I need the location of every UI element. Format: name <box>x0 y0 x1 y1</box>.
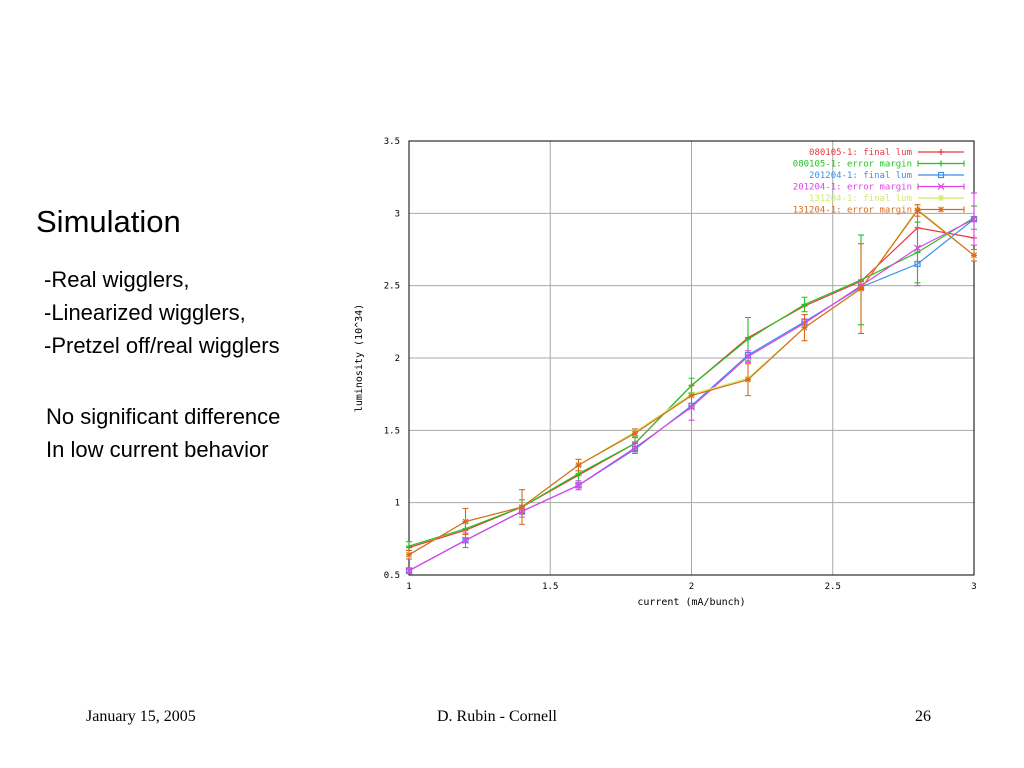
data-point-marker <box>406 551 412 558</box>
data-point-marker <box>801 301 808 308</box>
data-point-marker <box>575 470 582 477</box>
data-point-marker <box>938 195 944 201</box>
x-tick-label: 3 <box>971 582 976 592</box>
data-point-marker <box>519 504 525 511</box>
x-tick-label: 1.5 <box>542 582 558 592</box>
bullet-item: -Pretzel off/real wigglers <box>44 333 280 358</box>
legend-entry-label: 201204-1: final lum <box>809 171 912 181</box>
data-point-marker <box>405 567 413 575</box>
data-point-marker <box>632 430 638 437</box>
data-point-marker <box>462 536 469 544</box>
data-point-marker <box>688 392 695 399</box>
x-axis-label: current (mA/bunch) <box>637 597 745 608</box>
legend-errorbar-sample <box>917 183 965 190</box>
legend-entry-label: 080105-1: error margin <box>793 160 912 170</box>
y-tick-label: 2 <box>395 354 400 364</box>
data-point-marker <box>745 336 751 343</box>
data-point-marker <box>858 285 864 292</box>
legend-entry-label: 080105-1: final lum <box>809 148 912 158</box>
y-tick-label: 0.5 <box>384 571 400 581</box>
x-tick-label: 1 <box>406 582 411 592</box>
data-point-marker <box>575 481 582 489</box>
data-point-marker <box>406 543 412 550</box>
data-point-marker <box>970 215 978 223</box>
x-tick-label: 2 <box>689 582 694 592</box>
data-point-marker <box>462 518 469 525</box>
note-line: In low current behavior <box>46 437 269 462</box>
note-line: No significant difference <box>46 404 281 429</box>
bullet-list: -Real wigglers, -Linearized wigglers, -P… <box>44 263 280 362</box>
data-point-marker <box>801 324 808 331</box>
y-axis-label: luminosity (10^34) <box>354 304 365 412</box>
bullet-item: -Real wigglers, <box>44 267 190 292</box>
legend-entry-label: 131204-1: final lum <box>809 194 912 204</box>
x-tick-label: 2.5 <box>825 582 841 592</box>
footer-date: January 15, 2005 <box>86 708 196 725</box>
chart-legend: 080105-1: final lum 080105-1: error margi… <box>793 148 965 216</box>
bullet-item: -Linearized wigglers, <box>44 300 246 325</box>
footer-author: D. Rubin - Cornell <box>437 708 557 725</box>
legend-entry-label: 131204-1: error margin <box>793 206 912 216</box>
data-point-marker <box>971 252 977 259</box>
y-tick-label: 1 <box>395 499 400 509</box>
plot-frame <box>408 140 975 576</box>
footer-page-number: 26 <box>915 708 931 725</box>
series-layer <box>405 192 978 575</box>
data-point-marker <box>631 444 639 452</box>
series-6 <box>406 204 977 560</box>
y-tick-label: 1.5 <box>384 426 400 436</box>
y-tick-label: 2.5 <box>384 282 400 292</box>
data-point-marker <box>745 376 751 383</box>
data-point-marker <box>937 171 945 179</box>
data-point-marker <box>575 462 582 469</box>
data-point-marker <box>914 244 921 252</box>
data-point-marker <box>938 160 944 167</box>
conclusion-note: No significant difference In low current… <box>46 400 280 466</box>
axis-ticks: 1 1.5 2 2.5 3 0.5 1 1.5 2 2.5 3 3.5 <box>384 137 977 592</box>
legend-errorbar-sample <box>917 206 965 213</box>
data-point-marker <box>744 353 752 360</box>
data-point-marker <box>937 183 945 190</box>
legend-entry-label: 201204-1: error margin <box>793 183 912 193</box>
legend-errorbar-sample <box>917 160 965 167</box>
slide-title: Simulation <box>36 204 181 239</box>
luminosity-chart: 1 1.5 2 2.5 3 0.5 1 1.5 2 2.5 3 3.5 080105-1: final… <box>354 137 978 608</box>
y-tick-label: 3 <box>395 209 400 219</box>
data-point-marker <box>938 206 944 213</box>
data-point-marker <box>938 149 944 155</box>
y-tick-label: 3.5 <box>384 137 400 147</box>
data-point-marker <box>688 403 695 411</box>
